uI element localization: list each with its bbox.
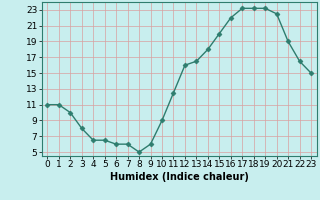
X-axis label: Humidex (Indice chaleur): Humidex (Indice chaleur) — [110, 172, 249, 182]
